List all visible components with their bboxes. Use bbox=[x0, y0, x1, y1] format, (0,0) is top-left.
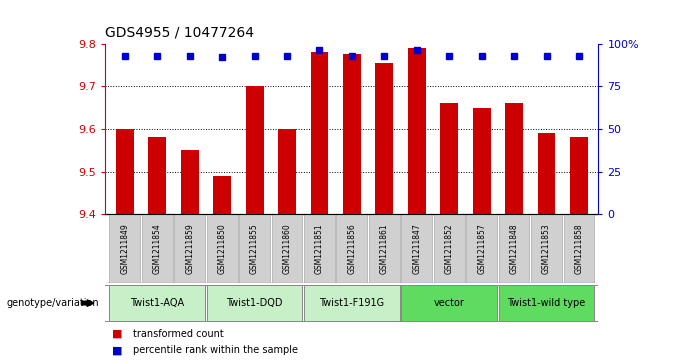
FancyBboxPatch shape bbox=[271, 214, 303, 283]
Text: GSM1211856: GSM1211856 bbox=[347, 223, 356, 274]
Bar bbox=[148, 137, 166, 214]
Text: GSM1211860: GSM1211860 bbox=[282, 223, 292, 274]
Bar bbox=[245, 86, 264, 214]
FancyBboxPatch shape bbox=[304, 214, 335, 283]
Text: ■: ■ bbox=[112, 329, 122, 339]
FancyBboxPatch shape bbox=[564, 214, 594, 283]
Text: GSM1211861: GSM1211861 bbox=[380, 223, 389, 274]
Text: GSM1211859: GSM1211859 bbox=[185, 223, 194, 274]
Bar bbox=[343, 54, 361, 214]
Text: GSM1211857: GSM1211857 bbox=[477, 223, 486, 274]
FancyBboxPatch shape bbox=[434, 214, 464, 283]
FancyBboxPatch shape bbox=[174, 214, 205, 283]
Bar bbox=[181, 150, 199, 214]
Bar bbox=[408, 48, 426, 214]
Text: transformed count: transformed count bbox=[133, 329, 223, 339]
Bar bbox=[538, 133, 556, 214]
FancyBboxPatch shape bbox=[531, 214, 562, 283]
Text: Twist1-AQA: Twist1-AQA bbox=[131, 298, 184, 308]
Text: percentile rank within the sample: percentile rank within the sample bbox=[133, 345, 298, 355]
Text: GSM1211854: GSM1211854 bbox=[153, 223, 162, 274]
Text: GSM1211848: GSM1211848 bbox=[509, 223, 519, 274]
Bar bbox=[505, 103, 523, 214]
FancyBboxPatch shape bbox=[401, 285, 497, 321]
Text: genotype/variation: genotype/variation bbox=[7, 298, 99, 308]
FancyBboxPatch shape bbox=[498, 285, 594, 321]
FancyBboxPatch shape bbox=[304, 285, 400, 321]
Text: GDS4955 / 10477264: GDS4955 / 10477264 bbox=[105, 26, 254, 40]
FancyBboxPatch shape bbox=[401, 214, 432, 283]
FancyBboxPatch shape bbox=[337, 214, 367, 283]
Text: GSM1211849: GSM1211849 bbox=[120, 223, 129, 274]
Text: ■: ■ bbox=[112, 345, 122, 355]
Text: Twist1-F191G: Twist1-F191G bbox=[320, 298, 384, 308]
Text: GSM1211850: GSM1211850 bbox=[218, 223, 226, 274]
Bar bbox=[278, 129, 296, 214]
FancyBboxPatch shape bbox=[109, 285, 205, 321]
Bar bbox=[311, 52, 328, 214]
Bar bbox=[570, 137, 588, 214]
Text: GSM1211847: GSM1211847 bbox=[412, 223, 422, 274]
Text: GSM1211853: GSM1211853 bbox=[542, 223, 551, 274]
Text: Twist1-wild type: Twist1-wild type bbox=[507, 298, 585, 308]
FancyBboxPatch shape bbox=[142, 214, 173, 283]
Text: vector: vector bbox=[434, 298, 464, 308]
Text: Twist1-DQD: Twist1-DQD bbox=[226, 298, 283, 308]
FancyBboxPatch shape bbox=[207, 214, 237, 283]
FancyBboxPatch shape bbox=[498, 214, 530, 283]
Bar bbox=[473, 107, 490, 214]
FancyBboxPatch shape bbox=[109, 214, 140, 283]
Bar bbox=[440, 103, 458, 214]
Text: GSM1211855: GSM1211855 bbox=[250, 223, 259, 274]
Bar bbox=[116, 129, 134, 214]
FancyBboxPatch shape bbox=[207, 285, 303, 321]
Text: GSM1211852: GSM1211852 bbox=[445, 223, 454, 274]
Text: GSM1211858: GSM1211858 bbox=[575, 223, 583, 274]
FancyBboxPatch shape bbox=[369, 214, 400, 283]
Bar bbox=[375, 63, 393, 214]
FancyBboxPatch shape bbox=[466, 214, 497, 283]
Text: GSM1211851: GSM1211851 bbox=[315, 223, 324, 274]
FancyBboxPatch shape bbox=[239, 214, 270, 283]
Bar bbox=[214, 176, 231, 214]
